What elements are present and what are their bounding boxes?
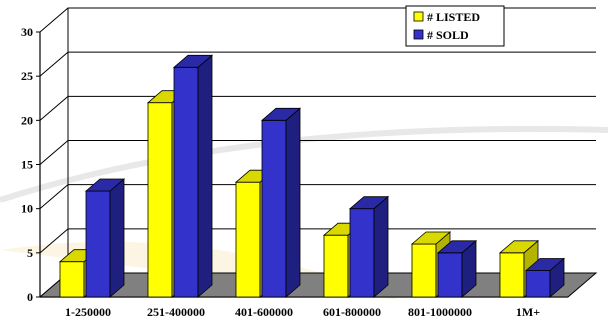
- category-labels: 1-250000 251-400000 401-600000 601-800000 80…: [65, 305, 540, 319]
- bar: [348, 195, 390, 298]
- gridline: [39, 140, 596, 165]
- legend: # LISTED # SOLD: [405, 5, 505, 47]
- bar: [524, 257, 566, 298]
- bar: [84, 178, 126, 298]
- x-category-label: 251-400000: [147, 305, 205, 319]
- bar: [172, 54, 214, 298]
- x-category-label: 401-600000: [235, 305, 293, 319]
- y-tick-label: 5: [27, 246, 33, 260]
- legend-swatch-listed: [413, 11, 424, 22]
- x-category-label: 1-250000: [65, 305, 111, 319]
- gridline: [39, 95, 596, 121]
- gridline: [39, 7, 596, 33]
- y-tick-label: 15: [21, 158, 33, 172]
- y-tick-label: 20: [21, 113, 33, 127]
- bar: [436, 239, 478, 298]
- y-tick-label: 30: [21, 25, 33, 39]
- x-category-label: 601-800000: [323, 305, 381, 319]
- y-tick-label: 10: [21, 202, 33, 216]
- x-category-label: 801-1000000: [408, 305, 472, 319]
- legend-label-listed: # LISTED: [427, 10, 480, 24]
- legend-label-sold: # SOLD: [427, 28, 469, 42]
- bars: [58, 54, 566, 298]
- gridline: [39, 51, 596, 77]
- bar: [260, 107, 302, 298]
- y-tick-label: 0: [27, 290, 33, 304]
- legend-swatch-sold: [413, 29, 424, 40]
- y-tick-labels: 0 5 10 15 20 25 30: [21, 25, 40, 304]
- x-category-label: 1M+: [516, 305, 540, 319]
- y-tick-label: 25: [21, 69, 33, 83]
